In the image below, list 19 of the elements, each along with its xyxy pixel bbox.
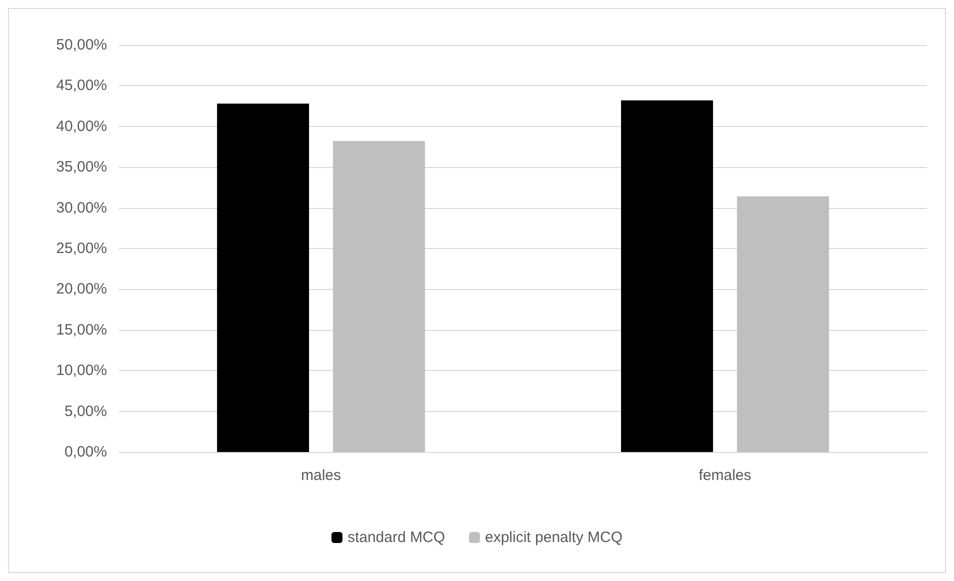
y-tick-label: 30,00% [56,199,107,216]
x-tick-label: males [300,467,342,484]
legend-label: standard MCQ [347,529,446,546]
bar [621,100,714,452]
y-tick-label: 20,00% [56,280,107,298]
bar [736,196,829,452]
legend-label: explicit penalty MCQ [484,529,623,546]
bar [332,141,425,452]
bar [217,104,310,452]
y-tick-label: 5,00% [64,402,107,420]
y-tick-label: 40,00% [56,118,107,135]
y-tick-label: 35,00% [56,158,107,176]
y-tick-label: 25,00% [56,240,107,257]
y-tick-label: 0,00% [64,444,107,460]
y-tick-label: 15,00% [56,321,107,338]
x-tick-label: females [698,467,752,484]
y-tick-label: 10,00% [56,362,107,380]
y-tick-label: 45,00% [56,77,107,94]
y-tick-label: 50,00% [56,36,107,54]
